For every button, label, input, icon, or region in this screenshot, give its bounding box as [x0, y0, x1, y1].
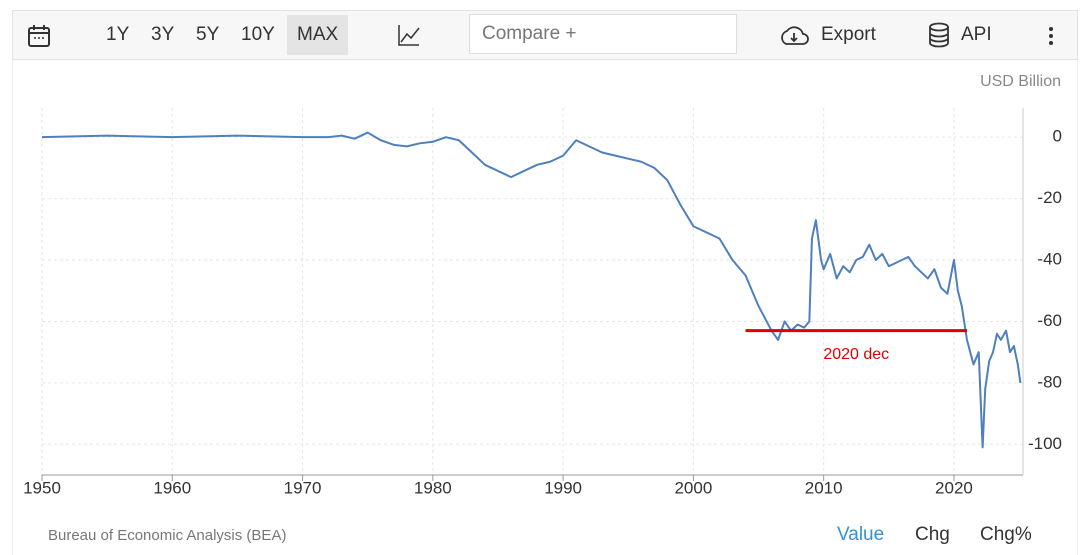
range-button[interactable]: 1Y	[106, 24, 130, 45]
unit-label: USD Billion	[980, 73, 1061, 90]
api-icon[interactable]	[927, 22, 951, 50]
data-line	[41, 131, 1022, 449]
range-button[interactable]: 5Y	[196, 24, 220, 45]
chart-frame	[12, 60, 1078, 555]
x-tick-label: 2000	[674, 478, 712, 497]
source: Bureau of Economic Analysis (BEA)	[48, 527, 287, 544]
x-tick-label: 1970	[284, 478, 322, 497]
y-tick-label: 0	[1053, 127, 1062, 146]
x-tick-label: 1960	[153, 478, 191, 497]
tab[interactable]: Chg%	[980, 524, 1032, 545]
x-tick-label: 1990	[544, 478, 582, 497]
calendar-icon[interactable]	[27, 24, 51, 48]
api-button[interactable]: API	[961, 24, 992, 45]
range-button[interactable]: 3Y	[151, 24, 175, 45]
range-button[interactable]: 10Y	[241, 24, 275, 45]
tab[interactable]: Chg	[915, 524, 950, 545]
x-tick-label: 2020	[935, 478, 973, 497]
x-tick-label: 2010	[805, 478, 843, 497]
x-tick-label: 1980	[414, 478, 452, 497]
y-tick-label: -60	[1037, 311, 1062, 330]
range-button[interactable]: MAX	[287, 15, 349, 55]
tab[interactable]: Value	[837, 524, 885, 545]
y-tick-label: -40	[1037, 250, 1062, 269]
chart: USD Billion 0 -20 -40 -60 -80 -100 1950 1960 197…	[23, 73, 1062, 497]
chart-type-icon[interactable]	[397, 23, 421, 47]
more-menu[interactable]	[1047, 25, 1055, 47]
toolbar: 1Y 3Y 5Y 10Y MAX Compare + Export API	[12, 10, 1078, 60]
y-tick-label: -20	[1037, 188, 1062, 207]
y-tick-label: -80	[1037, 372, 1062, 391]
compare-input[interactable]: Compare +	[469, 14, 737, 54]
annotation-label: 2020 dec	[823, 346, 889, 363]
y-tick-label: -100	[1028, 434, 1062, 453]
export-icon[interactable]	[778, 24, 810, 48]
export-button[interactable]: Export	[821, 24, 876, 45]
x-tick-label: 1950	[23, 478, 61, 497]
